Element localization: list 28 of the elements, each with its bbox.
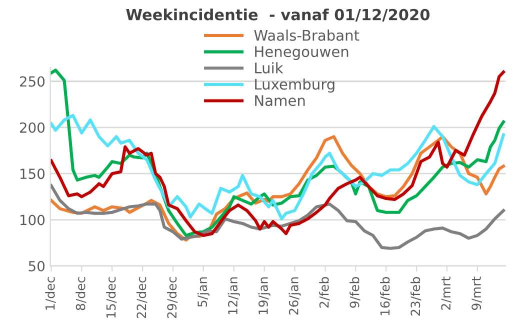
x-tick-label: 2/mrt (441, 276, 452, 310)
x-tick-label: 29/dec (166, 277, 178, 318)
x-tick-label: 1/dec (45, 277, 56, 310)
legend-label: Namen (255, 95, 305, 106)
x-tick-label: 2/feb (319, 277, 330, 308)
y-tick-label: 50 (28, 260, 45, 272)
legend-label: Waals-Brabant (254, 30, 360, 41)
x-tick-label: 8/dec (76, 277, 86, 310)
y-tick-label: 250 (20, 76, 45, 87)
x-tick-label: 12/jan (228, 277, 240, 314)
x-tick-label: 23/feb (410, 277, 422, 316)
y-tick-label: 200 (20, 122, 45, 133)
x-tick-label: 26/jan (288, 277, 301, 315)
chart-title: Weekincidentie - vanaf 01/12/2020 (126, 8, 430, 22)
y-tick-label: 100 (20, 214, 45, 226)
line-series (50, 184, 506, 250)
x-tick-label: 15/dec (106, 277, 117, 318)
x-tick-label: 22/dec (136, 277, 148, 318)
x-tick-label: 9/feb (350, 277, 360, 308)
line-series (50, 114, 506, 220)
legend-label: Luik (255, 62, 284, 74)
y-tick-label: 150 (20, 168, 45, 180)
x-tick-label: 19/jan (258, 277, 270, 314)
x-tick-label: 16/feb (380, 277, 391, 316)
legend-label: Luxemburg (255, 78, 334, 93)
legend-label: Henegouwen (255, 46, 348, 60)
x-tick-label: 9/mrt (472, 276, 482, 310)
x-tick-label: 5/jan (197, 277, 210, 307)
